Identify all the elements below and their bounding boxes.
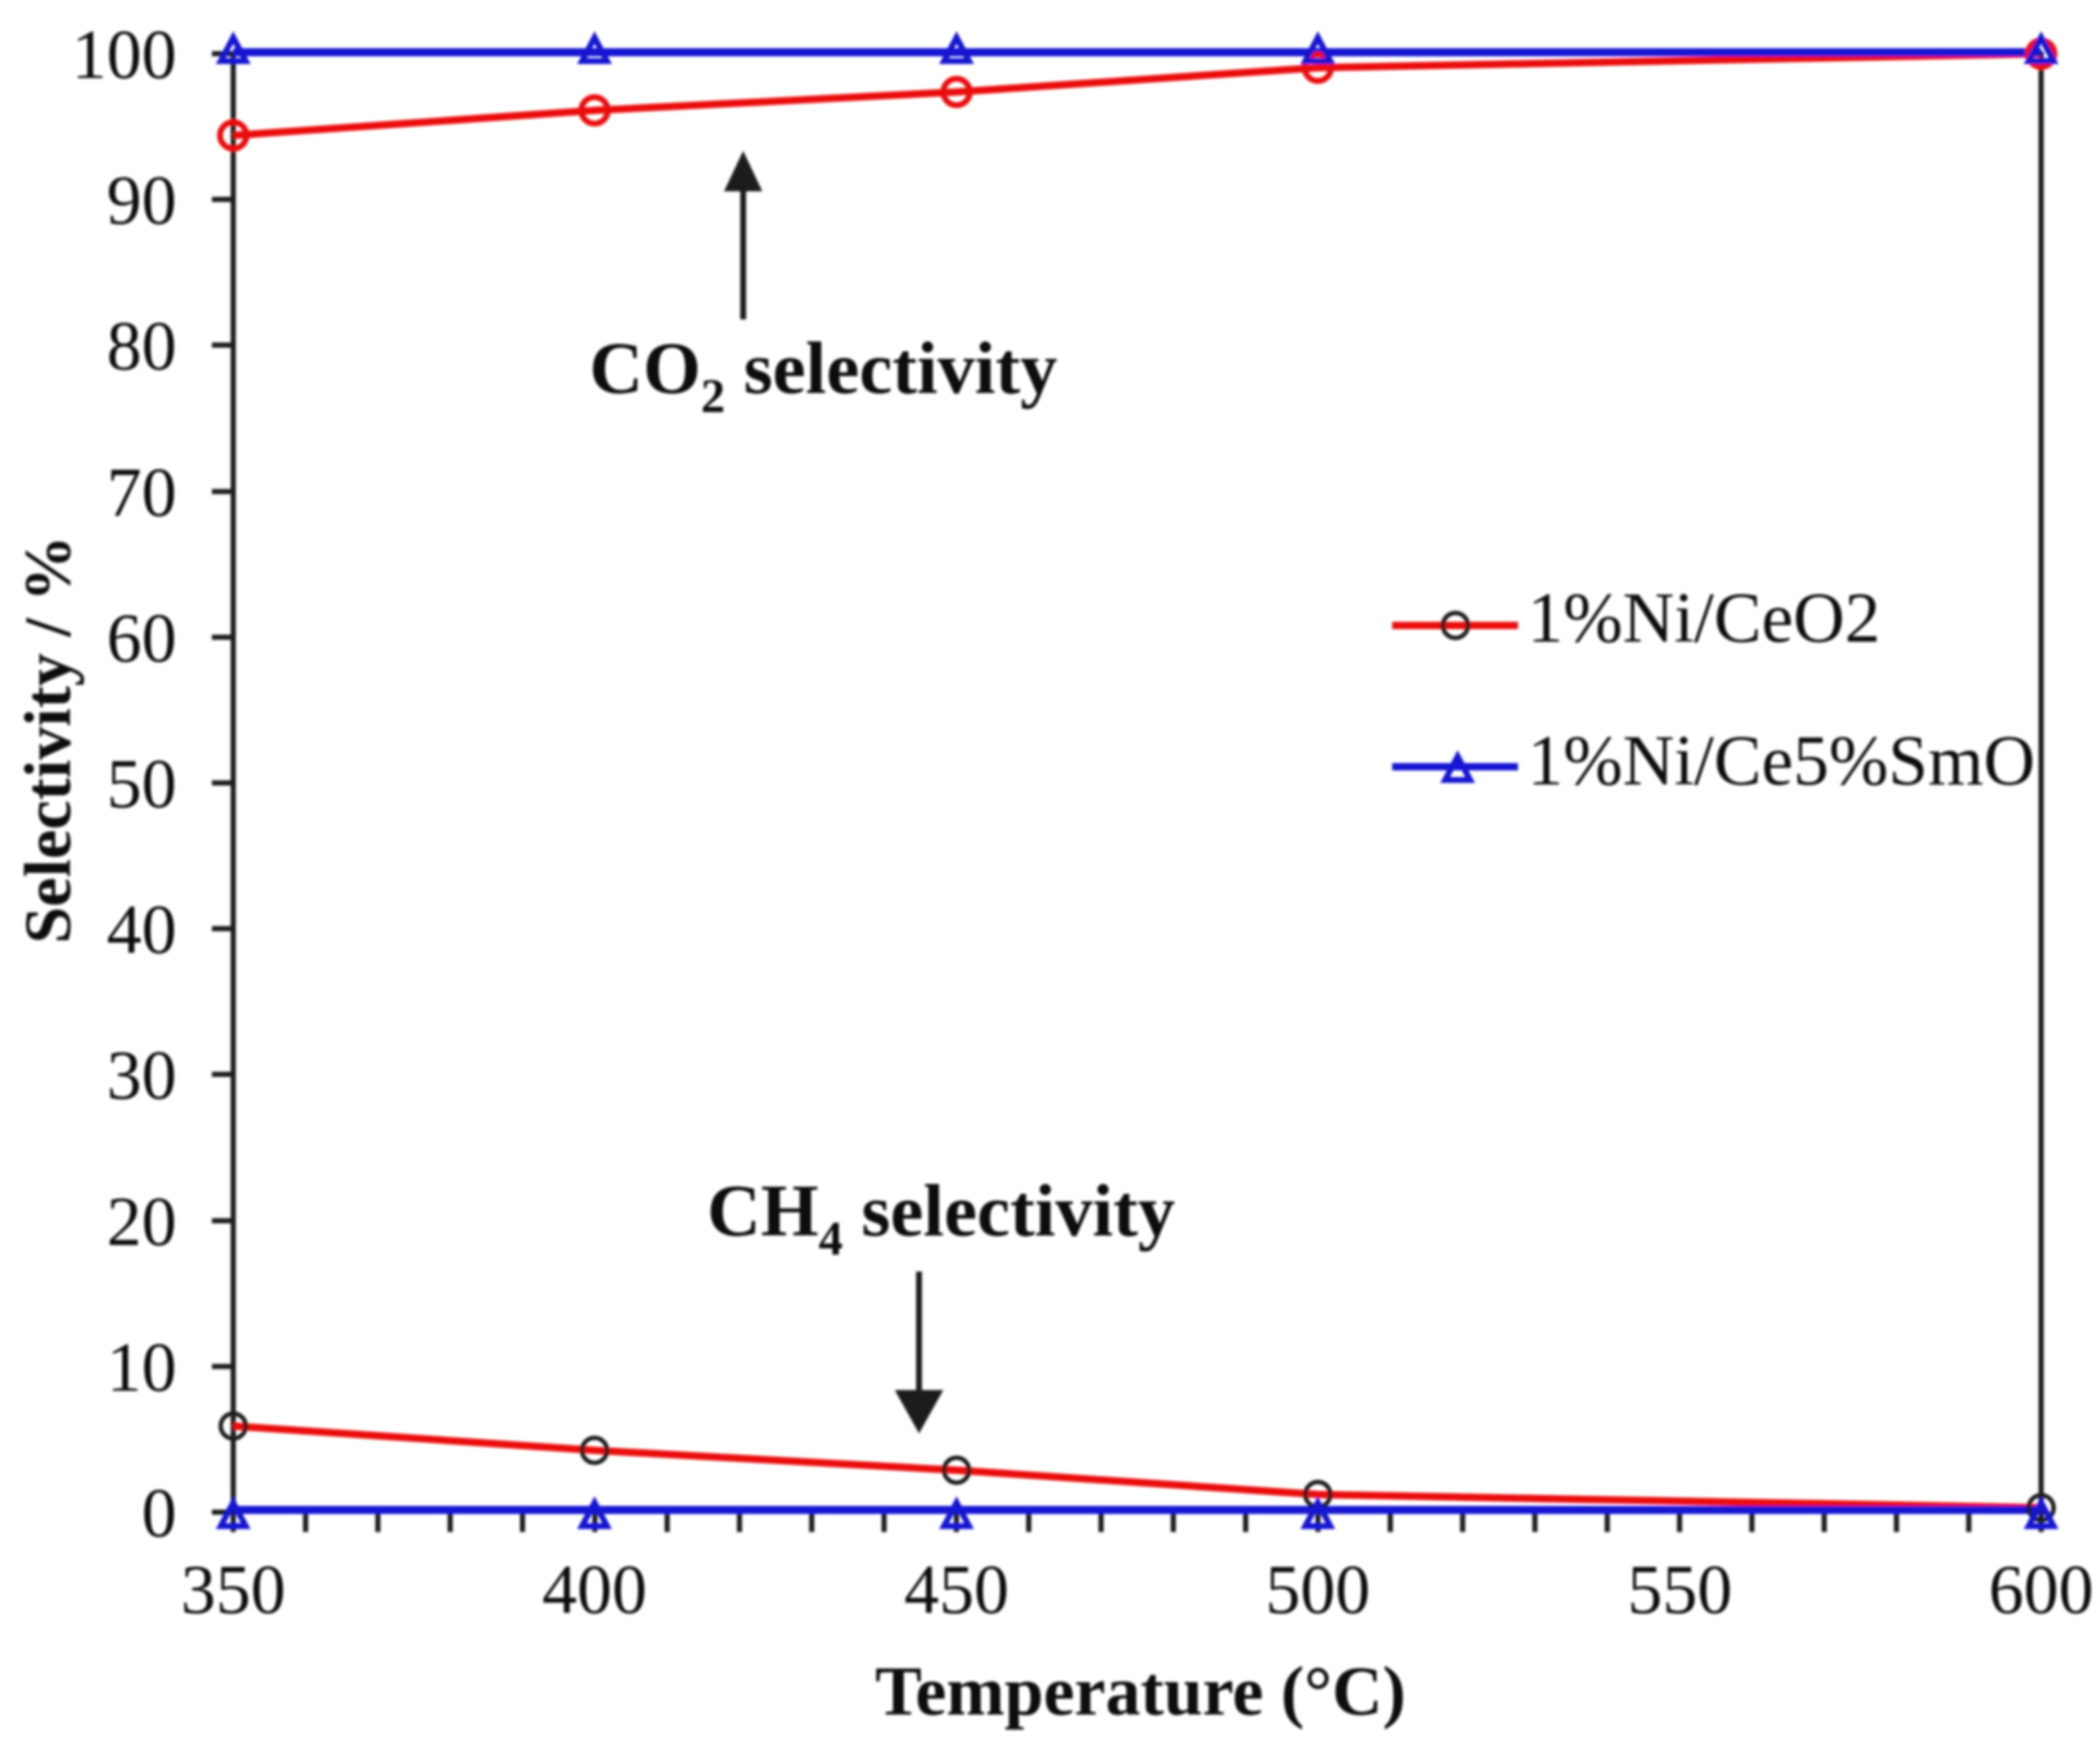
svg-text:100: 100 — [72, 15, 177, 93]
svg-text:CH4 selectivity: CH4 selectivity — [707, 1169, 1175, 1266]
svg-text:20: 20 — [107, 1182, 177, 1260]
svg-text:1%Ni/CeO2: 1%Ni/CeO2 — [1528, 578, 1881, 657]
svg-text:CO2 selectivity: CO2 selectivity — [589, 327, 1057, 423]
svg-text:350: 350 — [181, 1550, 286, 1628]
svg-text:10: 10 — [107, 1328, 177, 1406]
svg-text:Selectivity / %: Selectivity / % — [12, 536, 85, 944]
svg-text:500: 500 — [1266, 1550, 1371, 1628]
svg-text:0: 0 — [142, 1474, 177, 1552]
svg-text:90: 90 — [107, 161, 177, 239]
svg-text:450: 450 — [904, 1550, 1010, 1628]
svg-text:70: 70 — [107, 453, 177, 531]
svg-text:50: 50 — [107, 745, 177, 823]
svg-text:Temperature (°C): Temperature (°C) — [875, 1652, 1405, 1730]
svg-text:600: 600 — [1989, 1550, 2094, 1628]
svg-text:1%Ni/Ce5%SmO: 1%Ni/Ce5%SmO — [1528, 721, 2035, 800]
svg-text:80: 80 — [107, 307, 177, 385]
svg-text:60: 60 — [107, 599, 177, 677]
svg-text:400: 400 — [542, 1550, 648, 1628]
svg-text:40: 40 — [107, 890, 177, 968]
svg-text:550: 550 — [1628, 1550, 1733, 1628]
svg-text:30: 30 — [107, 1036, 177, 1114]
